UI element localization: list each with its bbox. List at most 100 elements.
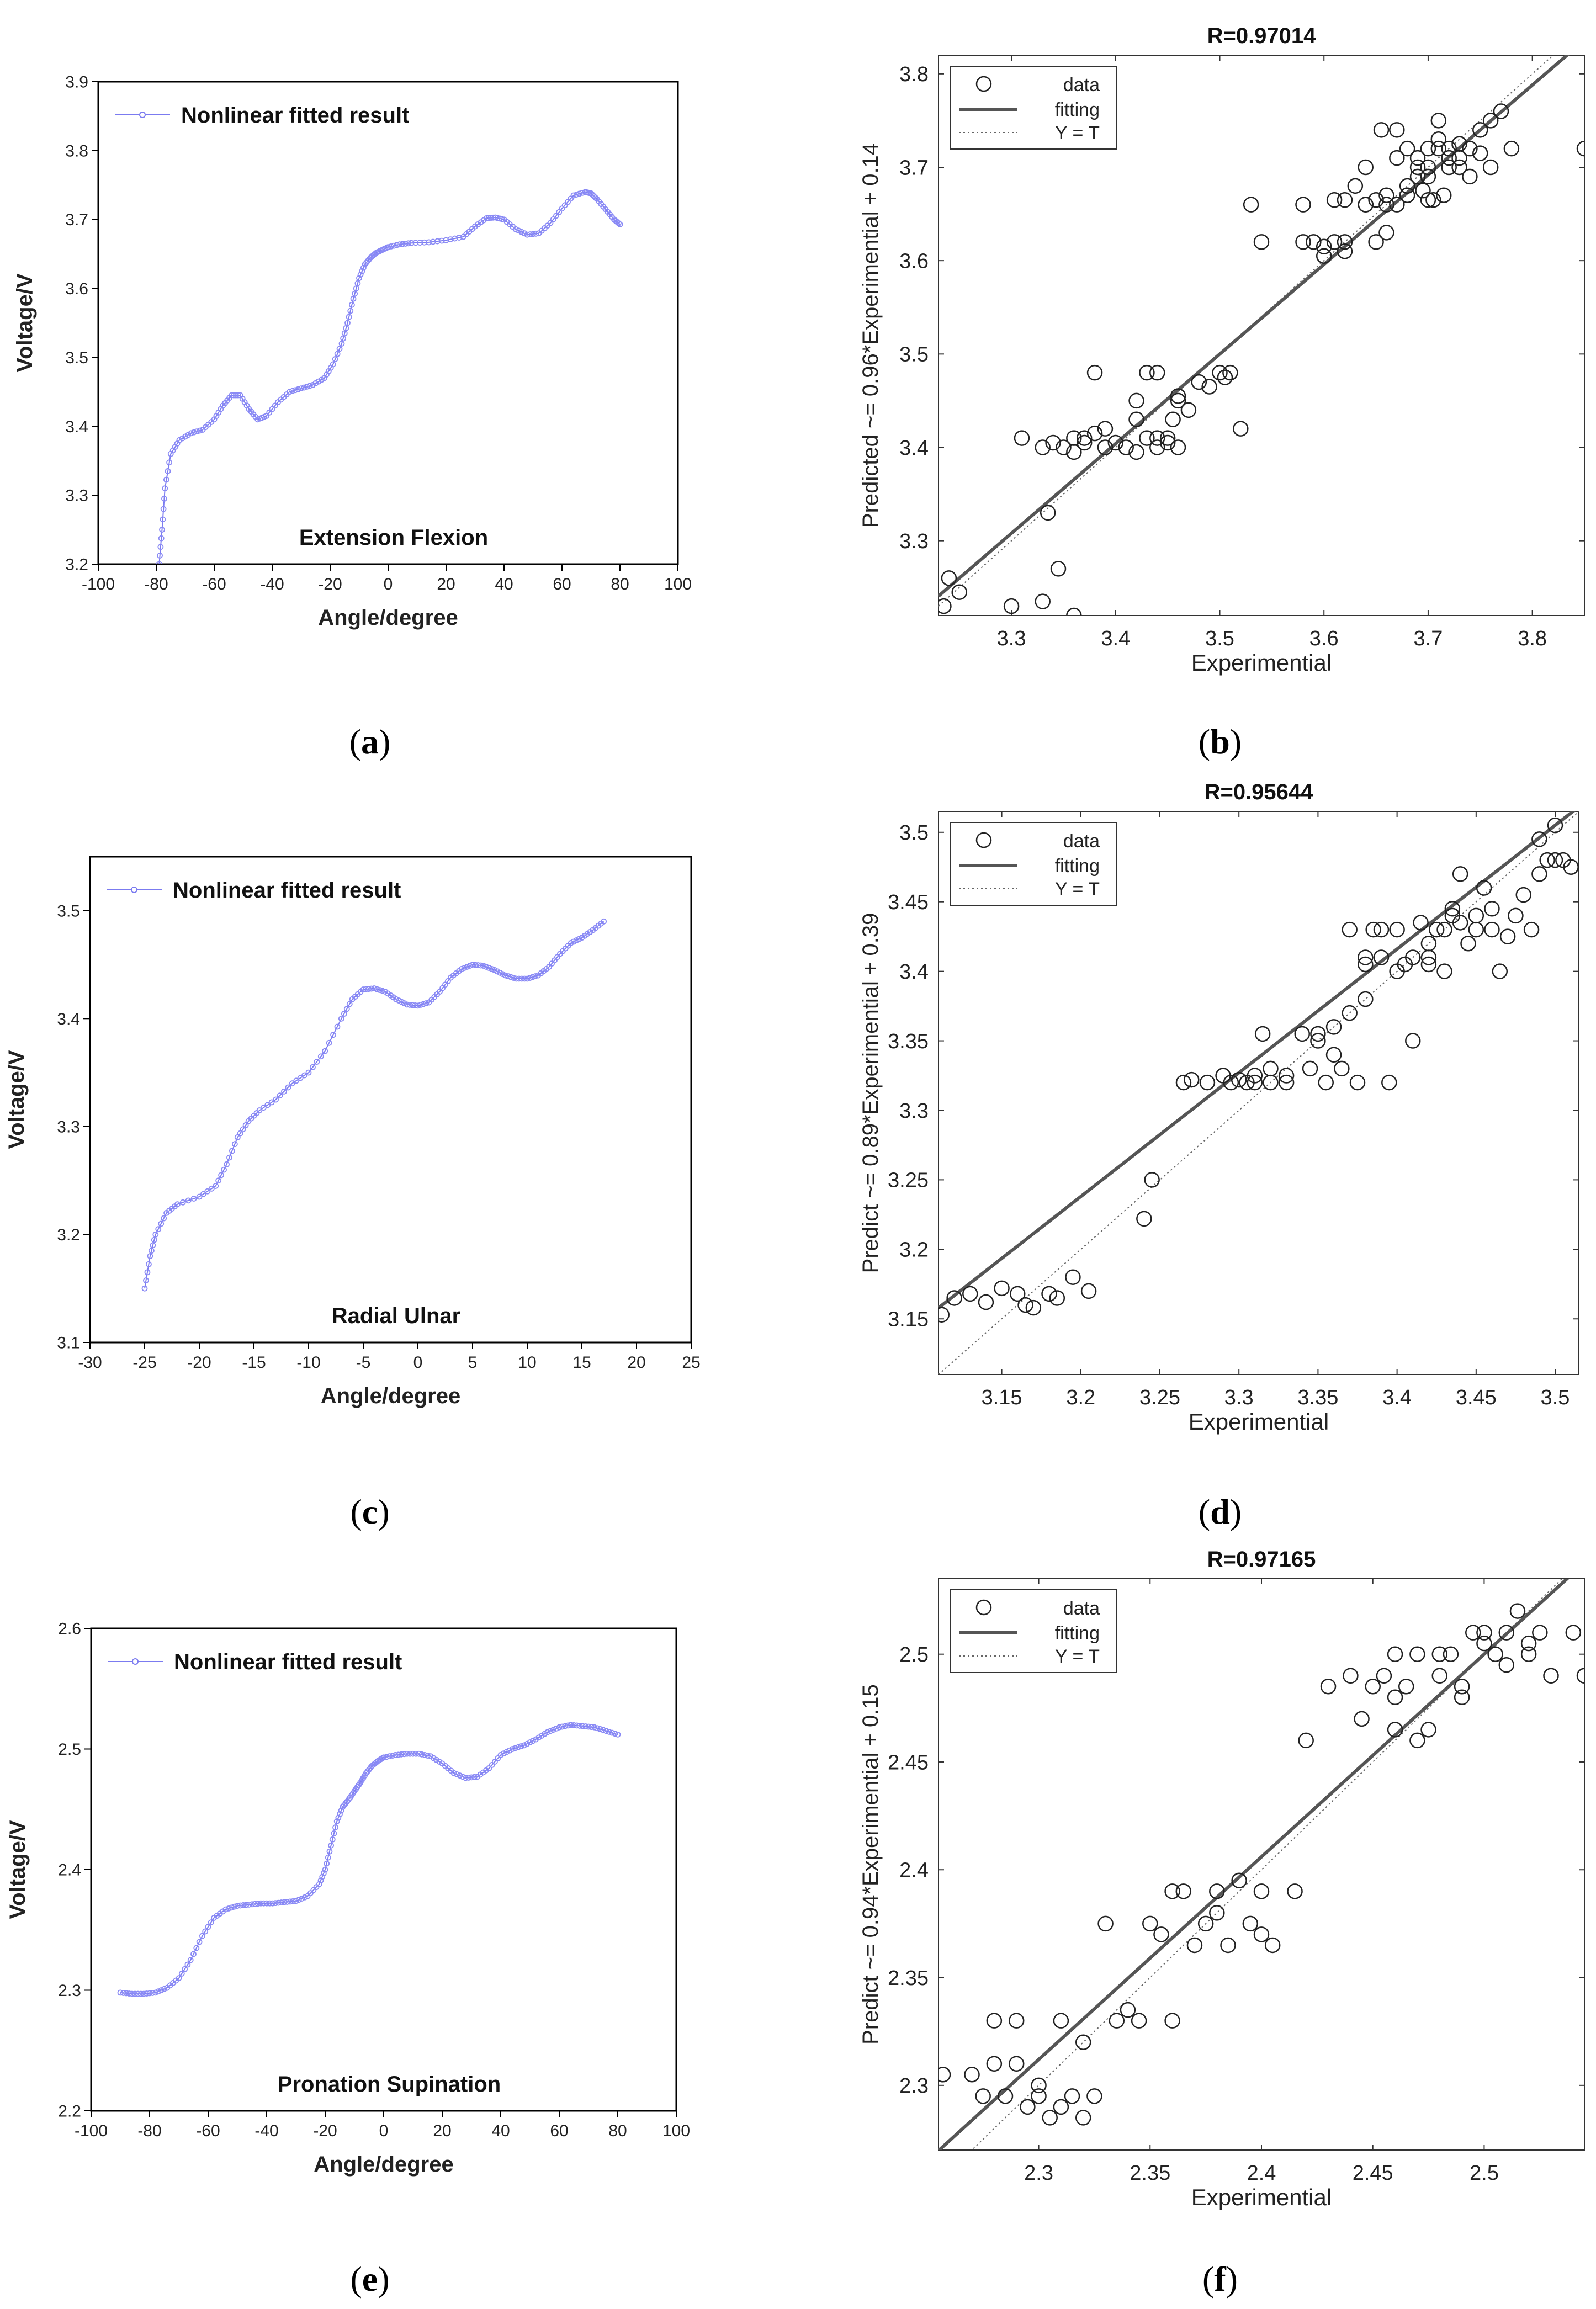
x-tick-label: -20 — [318, 575, 342, 593]
fit-marker — [506, 1747, 513, 1754]
fit-marker — [178, 1971, 185, 1977]
plot-area: 3.3 3.4 3.5 3.6 3.7 3.8 3.3 3.4 3.5 3.6 3.7 3.8 Expe… — [858, 24, 1585, 676]
fit-marker — [527, 1739, 533, 1745]
fit-marker — [218, 1172, 225, 1179]
data-point — [1539, 852, 1555, 868]
fit-marker — [235, 392, 241, 399]
data-point — [1378, 187, 1394, 203]
data-point — [1420, 140, 1436, 157]
fit-marker — [406, 1002, 413, 1008]
x-tick-label: -20 — [313, 2122, 337, 2140]
data-point — [1381, 1074, 1397, 1091]
data-layer — [938, 1579, 1584, 2150]
fit-marker — [405, 240, 412, 247]
fit-marker — [252, 1901, 258, 1907]
data-point — [997, 2088, 1014, 2104]
data-point — [1373, 921, 1390, 938]
fit-marker — [146, 1990, 153, 1997]
data-point — [1326, 192, 1343, 208]
fit-marker — [454, 1771, 460, 1777]
data-point — [1186, 1937, 1203, 1954]
fit-marker — [404, 1001, 410, 1008]
fit-marker — [592, 194, 598, 201]
fit-marker — [597, 1726, 603, 1732]
x-tick-label: 20 — [433, 2122, 451, 2140]
fit-marker — [156, 561, 162, 564]
x-tick-label: 2.3 — [1024, 2162, 1053, 2185]
data-point — [1358, 991, 1374, 1007]
data-point — [938, 1307, 950, 1323]
x-tick-label: 60 — [553, 575, 571, 593]
data-point — [1310, 1033, 1326, 1049]
fit-marker — [196, 1193, 203, 1200]
fit-marker — [588, 1724, 595, 1731]
x-tick-label: 3.5 — [1205, 627, 1234, 650]
data-point — [1452, 915, 1468, 931]
fit-marker — [475, 962, 481, 968]
fit-marker — [480, 963, 487, 969]
data-point — [964, 2067, 980, 2083]
fit-marker — [350, 295, 357, 302]
fit-marker — [379, 988, 386, 994]
data-point — [1159, 434, 1176, 451]
data-point — [1278, 1074, 1295, 1091]
data-point — [1368, 192, 1384, 208]
fit-marker — [518, 975, 525, 982]
fit-marker — [417, 240, 423, 246]
fit-marker — [199, 1933, 205, 1939]
fit-marker — [532, 973, 539, 979]
fit-marker — [617, 221, 623, 227]
data-point — [1170, 392, 1186, 409]
fit-marker — [385, 244, 391, 251]
data-point — [1484, 901, 1500, 917]
x-tick-label: -100 — [82, 575, 115, 593]
y-tick-label: 2.3 — [899, 2074, 929, 2098]
data-point — [1149, 430, 1165, 446]
data-point — [1399, 140, 1415, 157]
data-point — [1430, 113, 1447, 129]
data-point — [1197, 1915, 1214, 1932]
fit-marker — [317, 1053, 324, 1060]
y-tick-label: 3.3 — [65, 487, 88, 505]
data-point — [1017, 1297, 1033, 1313]
legend-marker — [132, 1658, 139, 1665]
fit-marker — [328, 1842, 334, 1849]
data-point — [1515, 887, 1532, 903]
fit-marker — [335, 1814, 342, 1821]
data-point — [1509, 1603, 1526, 1619]
y-tick-label: 2.35 — [888, 1967, 929, 1990]
data-point — [994, 1280, 1010, 1297]
x-tick-label: -25 — [132, 1353, 156, 1372]
data-point — [1231, 1071, 1247, 1088]
legend-label: Y = T — [1055, 123, 1100, 144]
data-point — [1153, 1926, 1169, 1942]
y-axis-label: Voltage/V — [6, 1820, 30, 1919]
data-point — [1175, 1074, 1192, 1091]
fit-marker — [224, 1161, 230, 1167]
fit-marker — [472, 962, 479, 968]
data-point — [1343, 1668, 1359, 1684]
y-tick-label: 2.5 — [899, 1643, 929, 1666]
data-point — [1136, 1211, 1152, 1227]
data-point — [1441, 140, 1457, 157]
data-point — [1199, 1074, 1216, 1091]
fit-marker — [565, 1722, 571, 1729]
fit-marker — [231, 1141, 238, 1148]
fit-marker — [401, 1751, 407, 1758]
data-point — [1354, 1711, 1370, 1727]
y-tick-label: 2.2 — [58, 2103, 81, 2121]
data-point — [1076, 430, 1093, 446]
data-point — [1451, 150, 1467, 166]
fit-marker — [229, 1148, 235, 1154]
legend-marker — [131, 887, 137, 893]
data-point — [1164, 1883, 1180, 1899]
data-point — [1373, 949, 1390, 965]
data-point — [978, 1294, 994, 1310]
fit-marker — [600, 1727, 606, 1733]
data-point — [941, 570, 957, 586]
data-point — [1531, 831, 1547, 847]
fit-marker — [458, 965, 465, 972]
fit-marker — [160, 506, 167, 512]
fit-marker — [533, 230, 539, 237]
data-point — [1444, 901, 1461, 917]
